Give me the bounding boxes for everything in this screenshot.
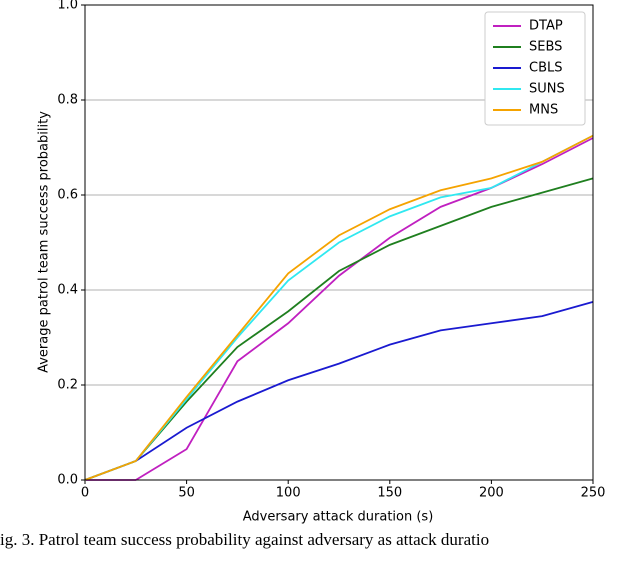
x-tick-label: 50 [178,486,195,501]
x-axis-label: Adversary attack duration (s) [243,510,434,525]
x-tick-label: 150 [377,486,402,501]
caption: ig. 3. Patrol team success probability a… [0,530,489,549]
plot-frame [84,4,594,481]
x-tick-label: 0 [81,486,89,501]
legend-label: SEBS [529,40,562,55]
y-tick-label: 0.2 [57,378,78,393]
legend-label: SUNS [529,82,565,97]
x-tick-label: 250 [581,486,606,501]
legend-label: CBLS [529,61,563,76]
y-tick-label: 0.6 [57,188,78,203]
x-tick-label: 200 [479,486,504,501]
legend-box [484,11,586,126]
y-tick-label: 0.8 [57,93,78,108]
legend-label: MNS [529,103,558,118]
y-tick-label: 1.0 [57,0,78,13]
legend-label: DTAP [529,19,563,34]
series-line [84,134,594,481]
series-line [84,134,594,481]
series-line [84,301,594,481]
x-tick-label: 100 [276,486,301,501]
series-line [84,177,594,481]
y-axis-label: Average patrol team success probability [37,111,52,373]
y-tick-label: 0.0 [57,473,78,488]
y-tick-label: 0.4 [57,283,78,298]
